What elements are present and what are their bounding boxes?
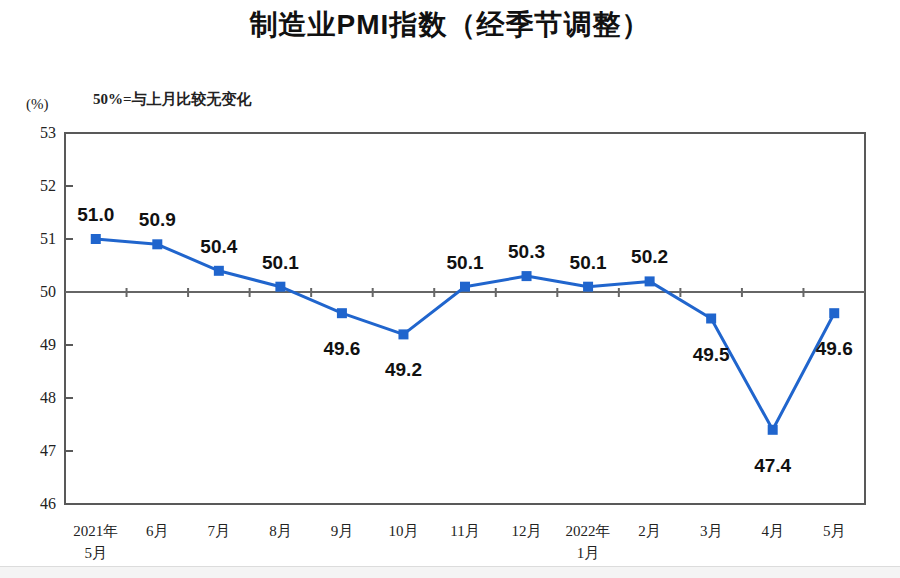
- pmi-chart-page: { "page": { "title": "制造业PMI指数（经季节调整）" }…: [0, 0, 900, 578]
- data-point-label: 50.1: [570, 252, 607, 273]
- x-tick-label: 5月: [823, 523, 846, 539]
- data-point-marker: [768, 425, 778, 435]
- data-point-label: 49.6: [816, 338, 853, 359]
- data-point-marker: [91, 234, 101, 244]
- x-tick-label: 10月: [388, 523, 418, 539]
- x-tick-label: 5月: [85, 545, 108, 561]
- data-point-label: 50.2: [631, 246, 668, 267]
- x-tick-label: 4月: [761, 523, 784, 539]
- y-tick-label: 52: [40, 177, 56, 194]
- data-point-label: 50.9: [139, 209, 176, 230]
- y-tick-label: 50: [40, 283, 56, 300]
- y-tick-label: 46: [40, 495, 56, 512]
- data-point-label: 49.5: [693, 344, 730, 365]
- y-tick-label: 47: [40, 442, 56, 459]
- x-tick-label: 2月: [638, 523, 661, 539]
- x-tick-label: 2022年: [566, 523, 611, 539]
- data-point-label: 50.1: [447, 252, 484, 273]
- x-tick-label: 3月: [700, 523, 723, 539]
- data-point-marker: [522, 271, 532, 281]
- data-point-marker: [645, 276, 655, 286]
- bottom-page-strip: [0, 566, 900, 578]
- x-tick-label: 9月: [331, 523, 354, 539]
- data-point-marker: [460, 282, 470, 292]
- data-point-marker: [706, 314, 716, 324]
- x-tick-label: 8月: [269, 523, 292, 539]
- data-point-marker: [829, 308, 839, 318]
- data-point-marker: [275, 282, 285, 292]
- data-point-label: 51.0: [77, 204, 114, 225]
- pmi-line-chart: 53 52 51 50 49 48 47 46 2021年 5月 6月 7月 8月 9月 10月 11月 12月…: [0, 0, 900, 578]
- y-tick-label: 51: [40, 230, 56, 247]
- y-tick-label: 48: [40, 389, 56, 406]
- x-tick-label: 6月: [146, 523, 169, 539]
- x-tick-label: 2021年: [73, 523, 118, 539]
- x-tick-label: 1月: [577, 545, 600, 561]
- data-point-marker: [214, 266, 224, 276]
- data-point-label: 49.6: [323, 338, 360, 359]
- x-tick-label: 7月: [208, 523, 231, 539]
- data-point-label: 50.1: [262, 252, 299, 273]
- data-point-marker: [152, 239, 162, 249]
- x-tick-label: 12月: [512, 523, 542, 539]
- data-point-marker: [337, 308, 347, 318]
- data-point-label: 50.3: [508, 241, 545, 262]
- data-point-marker: [583, 282, 593, 292]
- y-tick-label: 53: [40, 124, 56, 141]
- plot-border: [65, 133, 865, 504]
- y-tick-label: 49: [40, 336, 56, 353]
- x-tick-label: 11月: [450, 523, 479, 539]
- data-point-label: 47.4: [754, 455, 791, 476]
- data-point-label: 49.2: [385, 359, 422, 380]
- data-point-marker: [398, 329, 408, 339]
- data-point-label: 50.4: [200, 236, 237, 257]
